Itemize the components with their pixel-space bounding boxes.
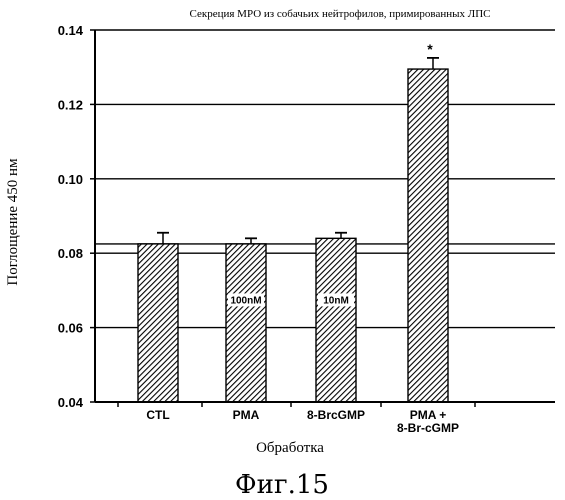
y-tick-labels: 0.04 0.06 0.08 0.10 0.12 0.14 — [58, 23, 84, 410]
x-tick-label: CTL — [146, 408, 169, 422]
y-axis-title: Поглощение 450 нм — [5, 158, 21, 286]
y-tick-label: 0.08 — [58, 246, 83, 261]
significance-marker: * — [427, 41, 433, 57]
bar-label: 100nM — [230, 295, 261, 306]
bars: 100nM 10nM * — [138, 41, 448, 402]
figure-caption: Фиг.15 — [235, 470, 329, 500]
bar — [226, 244, 266, 402]
y-tick-label: 0.10 — [58, 172, 83, 187]
x-tick-label: PMA — [233, 408, 260, 422]
y-tick-label: 0.06 — [58, 321, 83, 336]
x-tick-label: PMA + — [410, 408, 447, 422]
x-axis-title: Обработка — [256, 440, 324, 456]
bar — [316, 238, 356, 402]
bar — [408, 69, 448, 402]
x-tick-labels: CTL PMA 8-BrcGMP PMA +8-Br-cGMP — [146, 408, 459, 435]
y-tick-label: 0.04 — [58, 395, 84, 410]
x-tick-label: 8-BrcGMP — [307, 408, 365, 422]
bar — [138, 244, 178, 402]
y-tick-label: 0.14 — [58, 23, 84, 38]
x-tick-label: 8-Br-cGMP — [397, 421, 459, 435]
chart-title: Секреция МРО из собачьих нейтрофилов, пр… — [190, 8, 491, 20]
y-tick-label: 0.12 — [58, 97, 83, 112]
bar-label: 10nM — [323, 295, 349, 306]
